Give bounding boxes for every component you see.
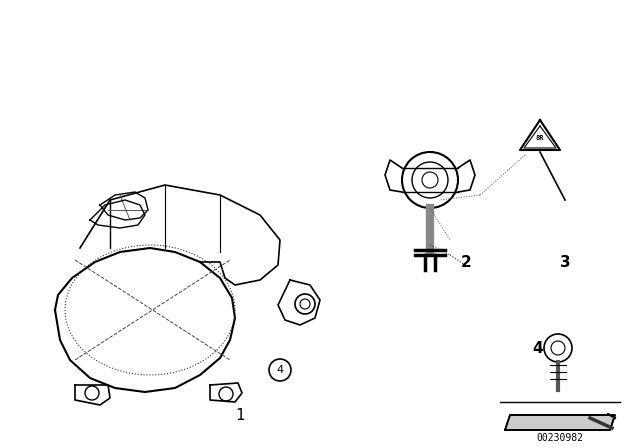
Text: 1: 1: [235, 408, 245, 422]
Text: 8R: 8R: [536, 135, 544, 141]
Polygon shape: [505, 415, 615, 430]
Text: 4: 4: [532, 340, 543, 356]
Circle shape: [269, 359, 291, 381]
Text: 2: 2: [461, 254, 472, 270]
Text: 00230982: 00230982: [536, 433, 584, 443]
Text: 3: 3: [560, 254, 570, 270]
Text: 4: 4: [276, 365, 284, 375]
